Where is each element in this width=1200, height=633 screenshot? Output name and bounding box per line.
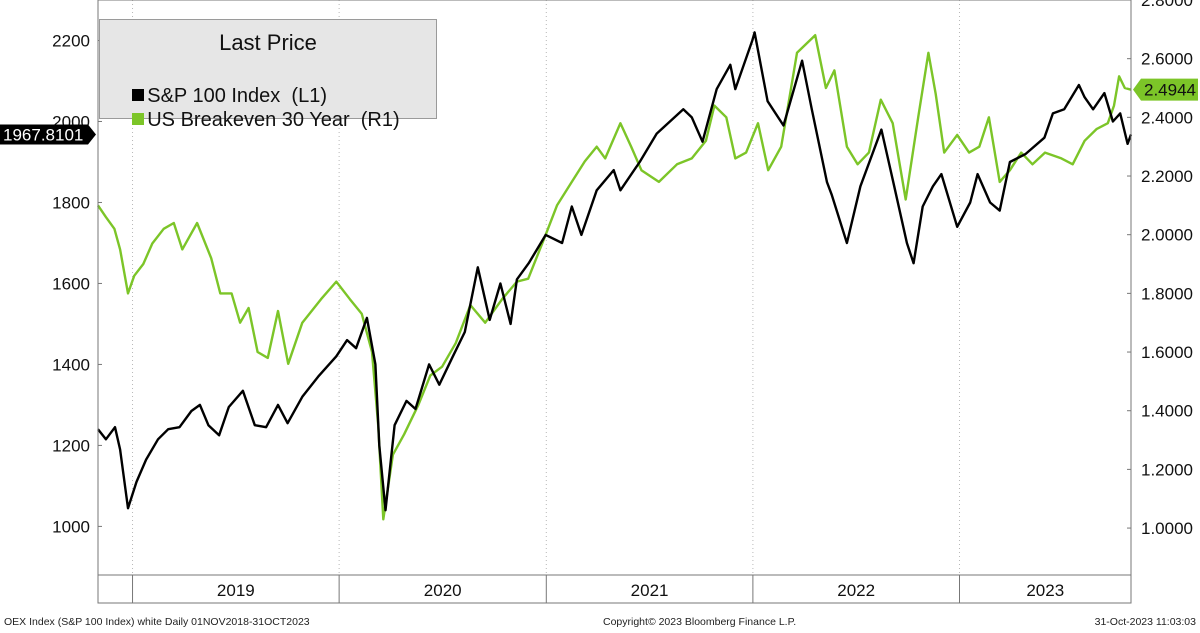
x-tick-label-2019: 2019: [217, 581, 255, 600]
y-left-tick-label: 1800: [52, 193, 90, 212]
axes: 2019 2020 2021 2022 2023 1000 1200 1400 1600 1800…: [0, 0, 1198, 604]
y-right-tick-label: 1.2000: [1141, 460, 1193, 479]
x-tick-label-2021: 2021: [631, 581, 669, 600]
plot-border: [97, 0, 1132, 604]
y-right-tick-label: 1.8000: [1141, 284, 1193, 303]
last-value-tag-right: [1133, 78, 1198, 101]
legend-entry-breakeven: US Breakeven 30 Year (R1): [110, 86, 400, 155]
legend-title: Last Price: [219, 30, 317, 55]
last-value-tag-left: [0, 124, 96, 145]
last-value-right: 2.4944: [1144, 81, 1196, 100]
footer-copyright: Copyright© 2023 Bloomberg Finance L.P.: [603, 616, 797, 628]
x-tick-label-2022: 2022: [837, 581, 875, 600]
series-lines: [97, 31, 1133, 521]
legend-label: US Breakeven 30 Year (R1): [147, 109, 400, 131]
series-line-breakeven: [97, 34, 1132, 521]
last-value-left: 1967.8101: [3, 126, 83, 145]
y-left-tick-label: 1200: [52, 436, 90, 455]
y-right-tick-label: 1.6000: [1141, 343, 1193, 362]
legend-label: S&P 100 Index (L1): [147, 85, 327, 107]
y-right-tick-label: 1.0000: [1141, 519, 1193, 538]
series-line-sp100: [97, 31, 1133, 512]
footer-source: OEX Index (S&P 100 Index) white Daily 01…: [4, 616, 310, 628]
x-tick-label-2020: 2020: [424, 581, 462, 600]
y-right-tick-label: 2.6000: [1141, 50, 1193, 69]
y-right-tick-label: 2.8000: [1141, 0, 1193, 10]
legend-swatch-black: [132, 89, 145, 101]
y-left-tick-label: 1000: [52, 517, 90, 536]
y-left-tick-label: 1400: [52, 355, 90, 374]
legend: Last Price S&P 100 Index (L1) US Breakev…: [99, 19, 437, 131]
y-left-tick-label: 1600: [52, 274, 90, 293]
y-right-tick-label: 2.4000: [1141, 108, 1193, 127]
y-right-tick-label: 2.0000: [1141, 226, 1193, 245]
y-left-tick-label: 2200: [52, 31, 90, 50]
footer-timestamp: 31-Oct-2023 11:03:03: [1094, 616, 1196, 628]
legend-swatch-green: [132, 113, 145, 125]
y-right-tick-label: 1.4000: [1141, 402, 1193, 421]
legend-entry-sp100: S&P 100 Index (L1): [110, 62, 327, 131]
y-right-tick-label: 2.2000: [1141, 167, 1193, 186]
x-tick-label-2023: 2023: [1026, 581, 1064, 600]
